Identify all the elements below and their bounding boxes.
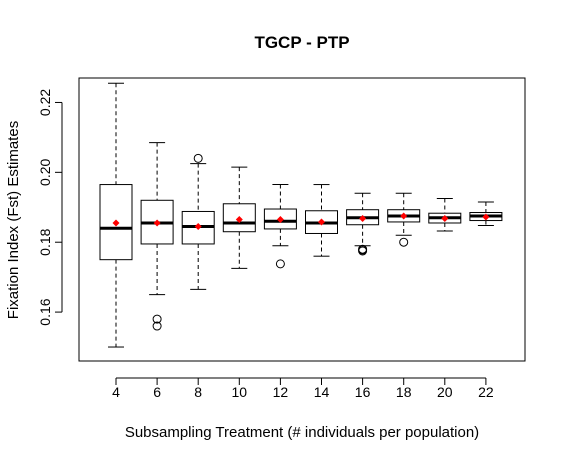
mean-marker <box>194 222 202 230</box>
y-axis-label: Fixation Index (Fst) Estimates <box>5 121 22 319</box>
box-22 <box>469 201 503 226</box>
y-tick-label: 0.18 <box>37 228 53 255</box>
y-tick-label: 0.22 <box>37 89 53 116</box>
mean-marker <box>112 219 120 227</box>
outlier-point <box>152 314 162 324</box>
x-tick-label: 8 <box>194 384 202 400</box>
y-tick-label: 0.20 <box>37 158 53 185</box>
x-tick-label: 12 <box>273 384 289 400</box>
box-20 <box>428 198 462 232</box>
x-tick-label: 6 <box>153 384 161 400</box>
mean-marker <box>318 218 325 226</box>
outlier-point <box>275 259 285 269</box>
mean-marker <box>235 216 243 223</box>
x-tick-label: 10 <box>232 384 248 400</box>
box-16 <box>346 192 380 256</box>
y-axis: 0.16 0.18 0.20 0.22 <box>37 89 63 326</box>
x-tick-label: 14 <box>314 384 330 400</box>
mean-marker <box>400 212 408 220</box>
box-12 <box>263 184 297 269</box>
x-axis-label: Subsampling Treatment (# individuals per… <box>125 424 479 441</box>
y-tick-label: 0.16 <box>37 298 53 325</box>
mean-marker <box>482 213 490 221</box>
box-4 <box>99 82 133 348</box>
x-tick-label: 22 <box>478 384 494 400</box>
outlier-point <box>358 245 368 255</box>
plot-frame <box>78 77 526 362</box>
x-tick-label: 4 <box>112 384 120 400</box>
mean-marker <box>153 219 161 227</box>
x-tick-label: 16 <box>355 384 371 400</box>
outlier-point <box>193 153 203 163</box>
outlier-point <box>152 321 162 331</box>
box-10 <box>222 166 256 269</box>
outlier-point <box>399 237 409 247</box>
box-18 <box>387 192 421 247</box>
x-tick-label: 20 <box>437 384 453 400</box>
boxes-group <box>99 82 503 348</box>
x-axis: 4 6 8 10 12 14 16 18 20 22 <box>112 377 494 400</box>
mean-marker <box>276 216 284 223</box>
box-8 <box>181 153 215 290</box>
chart-title: TGCP - PTP <box>254 33 349 52</box>
mean-marker <box>359 214 367 222</box>
mean-marker <box>441 214 449 222</box>
box-14 <box>305 184 338 257</box>
x-tick-label: 18 <box>396 384 412 400</box>
box-6 <box>140 142 174 331</box>
